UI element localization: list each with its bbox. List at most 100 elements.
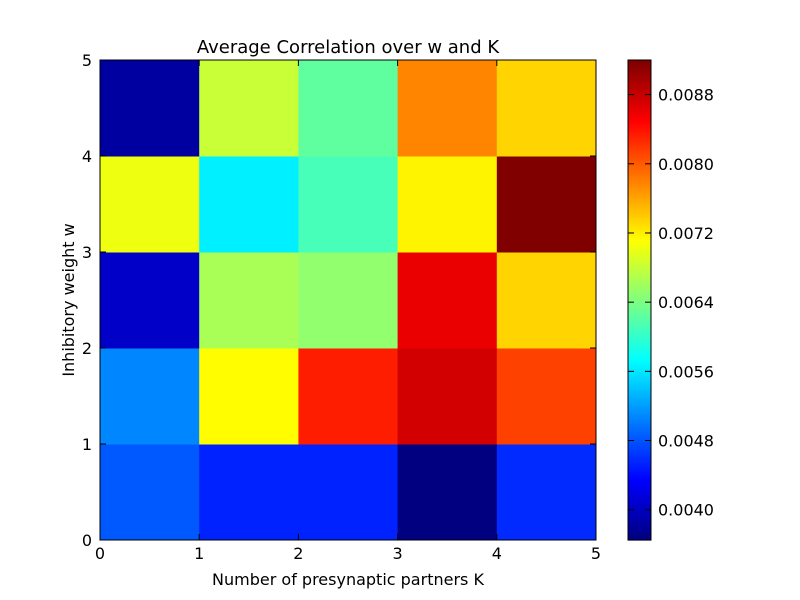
colorbar-segment — [628, 274, 651, 277]
colorbar-segment — [628, 374, 651, 377]
colorbar-segment — [628, 444, 651, 447]
colorbar-segment — [628, 214, 651, 217]
colorbar-segment — [628, 110, 651, 113]
x-tick-label: 0 — [95, 544, 105, 563]
colorbar-segment — [628, 262, 651, 265]
colorbar-segment — [628, 532, 651, 535]
colorbar-segment — [628, 298, 651, 301]
colorbar-segment — [628, 426, 651, 429]
colorbar-segment — [628, 138, 651, 141]
x-tick-label: 1 — [194, 544, 204, 563]
colorbar-segment — [628, 466, 651, 469]
heatmap-cell — [100, 156, 200, 253]
colorbar-segment — [628, 414, 651, 417]
colorbar-segment — [628, 538, 651, 541]
colorbar-tick-label: 0.0064 — [658, 293, 714, 312]
colorbar-segment — [628, 386, 651, 389]
colorbar-segment — [628, 450, 651, 453]
heatmap-cell — [298, 60, 399, 157]
colorbar-segment — [628, 394, 651, 397]
colorbar-segment — [628, 114, 651, 117]
colorbar-segment — [628, 526, 651, 529]
colorbar-segment — [628, 62, 651, 65]
colorbar-segment — [628, 486, 651, 489]
colorbar-segment — [628, 506, 651, 509]
colorbar-segment — [628, 74, 651, 77]
colorbar-segment — [628, 354, 651, 357]
colorbar-segment — [628, 84, 651, 87]
heatmap-cell — [100, 348, 200, 445]
colorbar-segment — [628, 366, 651, 369]
colorbar-segment — [628, 362, 651, 365]
colorbar-segment — [628, 106, 651, 109]
heatmap-cell — [397, 252, 498, 349]
colorbar-segment — [628, 400, 651, 403]
colorbar-segment — [628, 296, 651, 299]
colorbar-segment — [628, 356, 651, 359]
colorbar-segment — [628, 136, 651, 139]
colorbar-segment — [628, 270, 651, 273]
colorbar-segment — [628, 156, 651, 159]
heatmap-cell — [496, 60, 597, 157]
colorbar-segment — [628, 456, 651, 459]
colorbar-segment — [628, 228, 651, 231]
colorbar-segment — [628, 254, 651, 257]
colorbar-segment — [628, 288, 651, 291]
colorbar-segment — [628, 458, 651, 461]
colorbar-segment — [628, 132, 651, 135]
heatmap-cell — [100, 252, 200, 349]
colorbar-segment — [628, 382, 651, 385]
colorbar-segment — [628, 516, 651, 519]
colorbar-tick-label: 0.0072 — [658, 224, 714, 243]
colorbar-segment — [628, 484, 651, 487]
colorbar-segment — [628, 208, 651, 211]
colorbar-segment — [628, 402, 651, 405]
colorbar-segment — [628, 418, 651, 421]
colorbar-segment — [628, 520, 651, 523]
colorbar-segment — [628, 70, 651, 73]
y-axis-label: Inhibitory weight w — [59, 223, 78, 376]
colorbar-segment — [628, 188, 651, 191]
colorbar-segment — [628, 236, 651, 239]
colorbar-segment — [628, 372, 651, 375]
colorbar-segment — [628, 310, 651, 313]
colorbar-segment — [628, 518, 651, 521]
colorbar-segment — [628, 470, 651, 473]
colorbar-segment — [628, 286, 651, 289]
colorbar-segment — [628, 384, 651, 387]
heatmap-cell — [496, 252, 597, 349]
colorbar-segment — [628, 140, 651, 143]
colorbar-segment — [628, 494, 651, 497]
colorbar-segment — [628, 176, 651, 179]
colorbar-segment — [628, 380, 651, 383]
colorbar-segment — [628, 186, 651, 189]
x-tick-label: 4 — [492, 544, 502, 563]
colorbar-segment — [628, 200, 651, 203]
colorbar-segment — [628, 100, 651, 103]
colorbar-segment — [628, 174, 651, 177]
colorbar-segment — [628, 278, 651, 281]
colorbar-segment — [628, 268, 651, 271]
colorbar-segment — [628, 304, 651, 307]
colorbar-segment — [628, 376, 651, 379]
colorbar-segment — [628, 474, 651, 477]
colorbar-segment — [628, 238, 651, 241]
colorbar-segment — [628, 266, 651, 269]
colorbar-segment — [628, 80, 651, 83]
colorbar-segment — [628, 434, 651, 437]
colorbar-segment — [628, 390, 651, 393]
colorbar-segment — [628, 314, 651, 317]
colorbar-segment — [628, 448, 651, 451]
colorbar-segment — [628, 436, 651, 439]
colorbar-segment — [628, 502, 651, 505]
colorbar-segment — [628, 284, 651, 287]
colorbar-segment — [628, 352, 651, 355]
colorbar-segment — [628, 166, 651, 169]
colorbar-segment — [628, 60, 651, 63]
colorbar-segment — [628, 234, 651, 237]
colorbar-segment — [628, 332, 651, 335]
colorbar-segment — [628, 246, 651, 249]
colorbar-segment — [628, 512, 651, 515]
colorbar-segment — [628, 524, 651, 527]
heatmap-cell — [298, 156, 399, 253]
